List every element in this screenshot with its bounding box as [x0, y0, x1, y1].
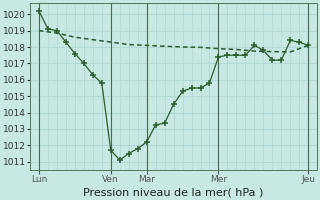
X-axis label: Pression niveau de la mer( hPa ): Pression niveau de la mer( hPa ) [84, 187, 264, 197]
